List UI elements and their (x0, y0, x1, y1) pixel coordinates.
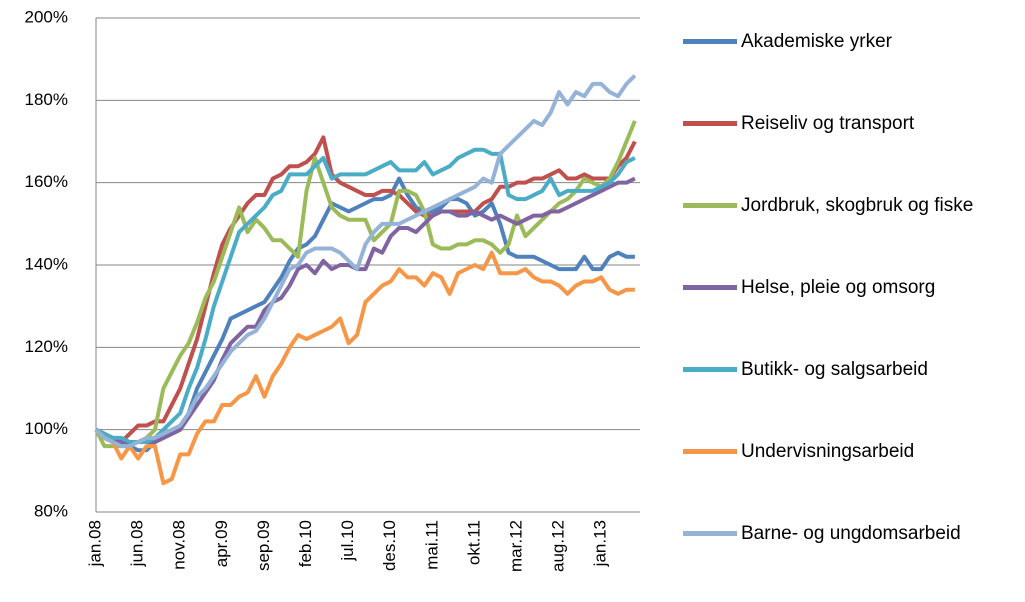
legend-label: Helse, pleie og omsorg (741, 277, 936, 298)
legend-swatch (683, 121, 737, 126)
legend-item: Undervisningsarbeid (683, 438, 1023, 465)
legend-item: Jordbruk, skogbruk og fiske (683, 192, 1023, 219)
y-tick-label: 80% (34, 501, 68, 520)
series-line (94, 74, 637, 449)
y-tick-label: 120% (25, 337, 68, 356)
x-tick-label: nov.08 (170, 520, 189, 570)
x-tick-label: mai.11 (422, 520, 441, 570)
x-tick-label: okt.11 (464, 520, 483, 565)
x-tick-label: mar.12 (506, 520, 525, 572)
y-tick-label: 160% (25, 172, 68, 191)
legend-label: Undervisningsarbeid (741, 441, 915, 462)
legend-item: Reiseliv og transport (683, 110, 1023, 137)
legend-swatch (683, 367, 737, 372)
y-tick-label: 180% (25, 90, 68, 109)
series-line (95, 176, 636, 445)
legend-swatch (683, 203, 737, 208)
legend-swatch (683, 285, 737, 290)
legend-label: Jordbruk, skogbruk og fiske (741, 195, 974, 216)
legend-swatch (683, 449, 737, 454)
x-tick-label: sep.09 (254, 520, 273, 571)
series-line (95, 147, 636, 445)
x-tick-label: aug.12 (549, 520, 568, 572)
legend-label: Akademiske yrker (741, 31, 892, 52)
y-tick-label: 100% (25, 419, 68, 438)
y-tick-label: 200% (25, 7, 68, 26)
series-line (95, 135, 637, 445)
legend-item: Butikk- og salgsarbeid (683, 356, 1023, 383)
legend-label: Butikk- og salgsarbeid (741, 359, 928, 380)
legend-label: Barne- og ungdomsarbeid (741, 523, 961, 544)
x-tick-label: jan.08 (85, 520, 104, 567)
legend-item: Barne- og ungdomsarbeid (683, 520, 1023, 547)
x-tick-label: des.10 (380, 520, 399, 571)
legend-item: Helse, pleie og omsorg (683, 274, 1023, 301)
series-line (94, 250, 635, 486)
series-line (94, 120, 637, 449)
y-tick-label: 140% (25, 254, 68, 273)
legend-swatch (683, 39, 737, 44)
x-tick-label: jan.13 (591, 520, 610, 567)
legend-swatch (683, 531, 737, 536)
x-tick-label: apr.09 (212, 520, 231, 567)
x-tick-label: jul.10 (338, 520, 357, 562)
legend-item: Akademiske yrker (683, 28, 1023, 55)
x-tick-label: jun.08 (128, 520, 147, 567)
legend-label: Reiseliv og transport (741, 113, 915, 134)
x-tick-label: feb.10 (296, 520, 315, 567)
